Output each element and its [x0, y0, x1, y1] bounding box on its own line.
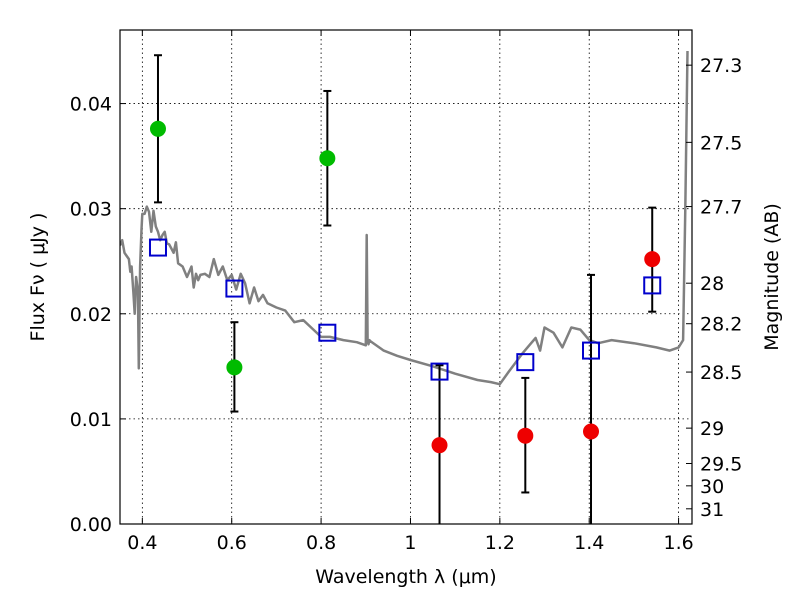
grid-layer	[120, 30, 692, 525]
x-tick-label: 1.2	[485, 532, 515, 554]
y2-axis-title: Magnitude (AB)	[761, 203, 783, 351]
y-tick-label: 0.00	[70, 514, 112, 536]
x-tick-label: 0.4	[127, 532, 157, 554]
mag-tick-label: 28.2	[700, 314, 742, 336]
mag-tick-label: 31	[700, 499, 724, 521]
y-tick-label: 0.02	[70, 304, 112, 326]
model-spectrum-line	[120, 50, 689, 386]
x-tick-label: 0.6	[217, 532, 247, 554]
model-point	[318, 323, 337, 342]
mag-tick-label: 27.7	[700, 197, 742, 219]
x-tick-label: 0.8	[306, 532, 336, 554]
model-point	[643, 276, 662, 295]
mag-tick-label: 28	[700, 273, 724, 295]
mag-tick-label: 28.5	[700, 362, 742, 384]
x-tick-label: 1.4	[574, 532, 604, 554]
data-point	[431, 437, 448, 454]
data-point	[319, 150, 336, 167]
x-tick-label: 1.6	[663, 532, 693, 554]
axes-layer: 0.4 0.6 0.8 1 1.2 1.4 1.6 0.00 0.01 0.02 0.03 0.04 2…	[70, 30, 742, 554]
model-point	[430, 362, 449, 381]
model-point	[148, 238, 167, 257]
mag-tick-label: 30	[700, 476, 724, 498]
model-point	[516, 353, 535, 372]
x-axis-title: Wavelength λ (μm)	[315, 566, 496, 588]
data-point	[149, 120, 166, 137]
y-axis-title: Flux Fν ( μJy )	[27, 213, 49, 342]
model-point	[225, 279, 244, 298]
data-point	[517, 427, 534, 444]
model-spectrum-layer	[120, 50, 689, 386]
data-point	[226, 359, 243, 376]
y-tick-label: 0.04	[70, 94, 112, 116]
mag-tick-label: 29.5	[700, 454, 742, 476]
y-tick-label: 0.01	[70, 409, 112, 431]
y-tick-label: 0.03	[70, 199, 112, 221]
plot-frame	[119, 29, 693, 525]
data-point	[583, 423, 600, 440]
mag-tick-label: 29	[700, 418, 724, 440]
mag-tick-label: 27.5	[700, 132, 742, 154]
mag-tick-label: 27.3	[700, 55, 742, 77]
data-point	[644, 251, 661, 268]
model-point	[582, 341, 601, 360]
error-bar-layer	[153, 54, 657, 524]
x-tick-label: 1	[404, 532, 416, 554]
marker-layer	[148, 120, 662, 454]
